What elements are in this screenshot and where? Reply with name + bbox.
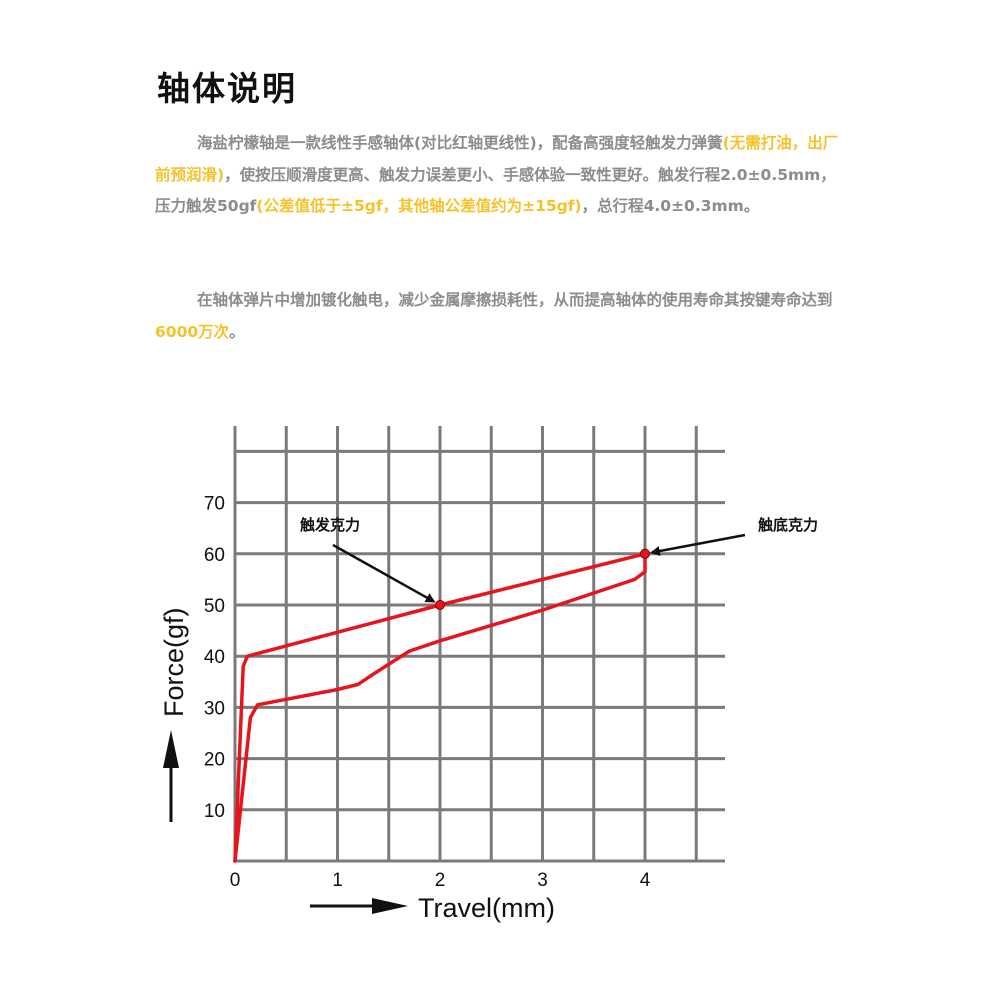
annotation-point: [640, 548, 650, 559]
y-tick-label: 20: [204, 750, 225, 771]
paragraph1-highlight-1: (无需打油，出厂前预润滑): [155, 134, 839, 184]
y-tick-label: 60: [204, 545, 225, 566]
y-tick-label: 70: [204, 494, 225, 515]
paragraph1-text-1: 海盐柠檬轴是一款线性手感轴体(对比红轴更线性)，配备高强度轻触发力弹簧: [197, 134, 723, 152]
annotation-arrow: [332, 543, 436, 603]
paragraph-description: 海盐柠檬轴是一款线性手感轴体(对比红轴更线性)，配备高强度轻触发力弹簧(无需打油…: [155, 128, 845, 223]
series-line-release: [233, 552, 647, 863]
paragraph1-text-2: ，使按压顺滑度更高、触发力误差更小、手感体验一致性更好。触发行程2.0±0.5m…: [155, 165, 836, 216]
annotation-point: [435, 600, 445, 610]
y-tick-label: 30: [204, 698, 225, 719]
paragraph2-highlight: 6000万次: [155, 322, 230, 341]
series-line-press: [233, 552, 647, 863]
page-title: 轴体说明: [157, 69, 297, 108]
annotation-arrow: [649, 533, 746, 556]
annotation-label: 触底克力: [758, 516, 818, 534]
y-axis-label: Force(gf): [159, 607, 189, 717]
x-tick-label: 1: [332, 870, 343, 891]
paragraph1-text-3: ，总行程4.0±0.3mm。: [581, 197, 760, 215]
x-tick-label: 3: [537, 870, 548, 891]
y-tick-label: 40: [204, 647, 225, 668]
paragraph2-text-2: 。: [229, 322, 245, 341]
y-axis-arrow: [163, 730, 179, 822]
y-tick-label: 10: [204, 801, 225, 822]
paragraph1-highlight-2: (公差值低于±5gf，其他轴公差值约为±15gf): [256, 197, 582, 215]
chart-ticks: 0 1 2 3 4 10 20 30 40 50 60 70: [204, 494, 651, 891]
paragraph2-text-1: 在轴体弹片中增加镀化触电，减少金属摩擦损耗性，从而提高轴体的使用寿命其按键寿命达…: [197, 291, 833, 309]
annotation-label: 触发克力: [300, 516, 360, 534]
x-tick-label: 0: [230, 870, 241, 891]
y-tick-label: 50: [204, 596, 225, 617]
x-tick-label: 4: [640, 870, 651, 891]
chart-grid: [233, 426, 725, 863]
x-tick-label: 2: [435, 870, 446, 891]
chart-annotations: 触发克力 触底克力: [300, 516, 818, 610]
x-axis-label: Travel(mm): [418, 893, 555, 923]
paragraph-lifespan: 在轴体弹片中增加镀化触电，减少金属摩擦损耗性，从而提高轴体的使用寿命其按键寿命达…: [155, 285, 845, 348]
x-axis-arrow: [310, 898, 408, 914]
chart-curves: [233, 552, 647, 863]
